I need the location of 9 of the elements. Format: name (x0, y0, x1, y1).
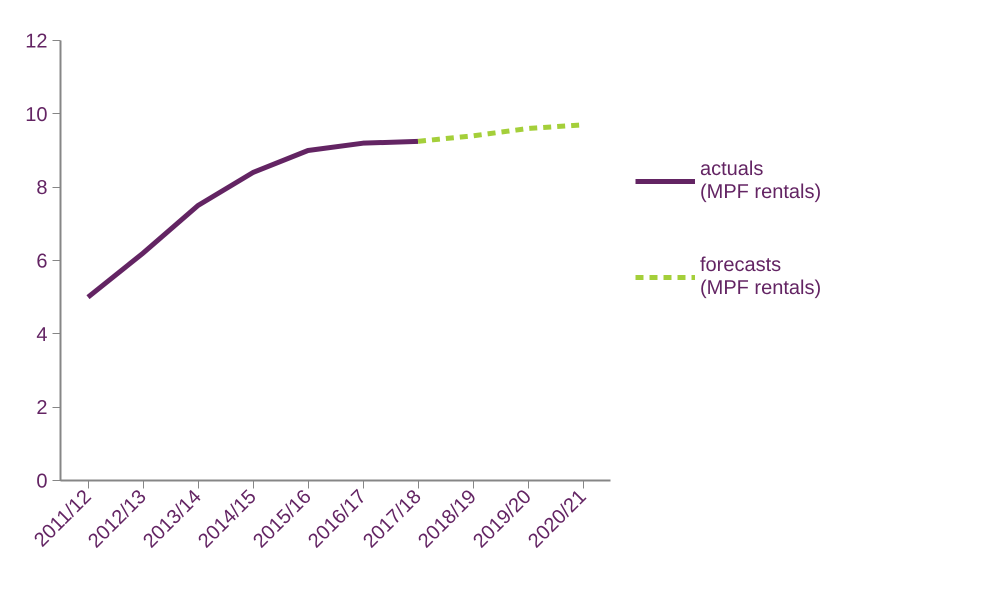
y-tick-label: 0 (36, 470, 48, 492)
y-tick-label: 4 (36, 324, 48, 346)
y-tick-label: 6 (36, 250, 48, 272)
y-tick-label: 12 (25, 30, 48, 52)
legend-label: actuals (MPF rentals) (700, 158, 822, 204)
y-tick-label: 2 (36, 397, 48, 420)
y-tick-label: 10 (25, 104, 48, 126)
legend-label: forecasts (MPF rentals) (700, 254, 822, 300)
y-tick-label: 8 (36, 177, 48, 200)
